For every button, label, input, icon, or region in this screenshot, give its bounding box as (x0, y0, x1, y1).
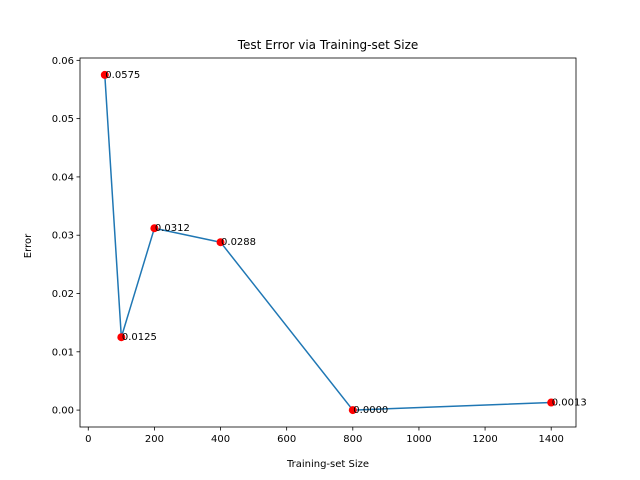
data-label: 0.0575 (105, 70, 140, 81)
x-tick-label: 0 (85, 434, 91, 445)
data-label: 0.0000 (353, 405, 388, 416)
plot-frame (79, 57, 577, 428)
data-point (150, 224, 159, 233)
data-point (547, 398, 556, 407)
y-tick-label: 0.02 (52, 289, 74, 300)
y-tick-label: 0.03 (52, 231, 74, 242)
data-point (100, 70, 109, 79)
x-tick-label: 200 (145, 434, 164, 445)
y-tick-label: 0.05 (52, 114, 74, 125)
chart-title: Test Error via Training-set Size (237, 38, 419, 52)
x-tick-label: 800 (343, 434, 362, 445)
series-line (104, 74, 552, 411)
x-tick-label: 1200 (472, 434, 497, 445)
data-point (348, 406, 357, 415)
x-tick-label: 400 (211, 434, 230, 445)
y-tick-label: 0.04 (52, 172, 74, 183)
data-label: 0.0013 (552, 398, 587, 409)
plot-area: 0 200 400 600 800 1000 1200 1400 0.00 0.01 0.02 0.0… (52, 56, 587, 445)
data-point (117, 333, 126, 342)
data-label: 0.0288 (221, 237, 256, 248)
data-point (216, 238, 225, 247)
x-tick-label: 1000 (406, 434, 431, 445)
y-tick-label: 0.00 (52, 406, 74, 417)
x-tick-label: 1400 (538, 434, 563, 445)
data-label: 0.0312 (155, 223, 190, 234)
data-label: 0.0125 (122, 332, 157, 343)
y-axis-title: Error (23, 233, 34, 258)
y-tick-label: 0.06 (52, 56, 74, 67)
x-tick-label: 600 (277, 434, 296, 445)
y-tick-label: 0.01 (52, 347, 74, 358)
x-axis-title: Training-set Size (286, 459, 369, 470)
